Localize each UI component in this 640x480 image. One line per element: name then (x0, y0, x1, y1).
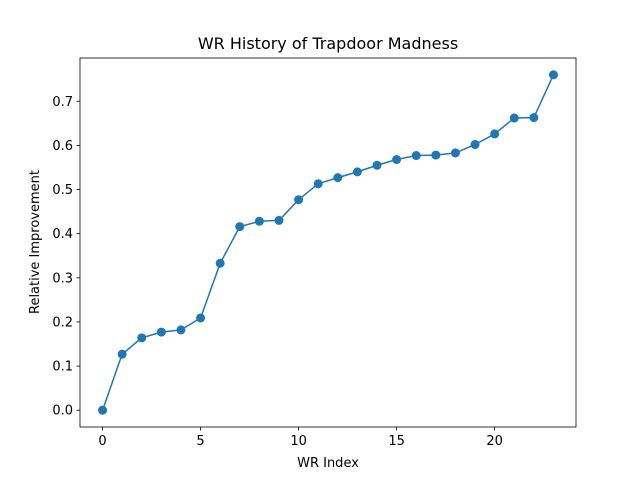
data-point (156, 327, 166, 337)
data-point (235, 222, 245, 232)
data-point (294, 195, 304, 205)
data-point (372, 160, 382, 170)
x-tick-label: 10 (290, 434, 307, 449)
data-point (470, 140, 480, 150)
y-tick-label: 0.1 (52, 360, 73, 375)
x-tick-label: 5 (196, 434, 204, 449)
data-point (392, 155, 402, 165)
data-point (313, 179, 323, 189)
y-tick-label: 0.3 (52, 271, 73, 286)
y-tick-label: 0.0 (52, 404, 73, 419)
data-point (176, 325, 186, 335)
plot-area: 0 5 10 15 20 0.0 0.1 0.2 0.3 0.4 0.5 0.6 0.7 (52, 57, 577, 449)
x-tick-label: 15 (388, 434, 405, 449)
data-point (352, 167, 362, 177)
y-tick-label: 0.7 (52, 95, 73, 110)
y-tick-label: 0.5 (52, 183, 73, 198)
plot-frame (79, 57, 577, 428)
data-point (490, 129, 500, 139)
data-point (196, 313, 206, 323)
y-tick-label: 0.4 (52, 227, 73, 242)
data-point (450, 148, 460, 158)
data-point (254, 216, 264, 226)
x-tick-label: 20 (486, 434, 503, 449)
data-point (431, 150, 441, 160)
data-point (411, 151, 421, 161)
data-point (215, 258, 225, 268)
y-axis-label: Relative Improvement (28, 170, 43, 314)
chart-title: WR History of Trapdoor Madness (198, 34, 458, 53)
data-point (333, 173, 343, 183)
data-point (509, 113, 519, 123)
data-point (548, 70, 558, 80)
x-tick-label: 0 (98, 434, 106, 449)
y-tick-label: 0.6 (52, 139, 73, 154)
data-point (98, 405, 108, 415)
y-tick-label: 0.2 (52, 315, 73, 330)
data-point (529, 113, 539, 123)
data-point (137, 333, 147, 343)
data-point (117, 349, 127, 359)
x-axis-label: WR Index (297, 456, 359, 471)
data-point (274, 215, 284, 225)
